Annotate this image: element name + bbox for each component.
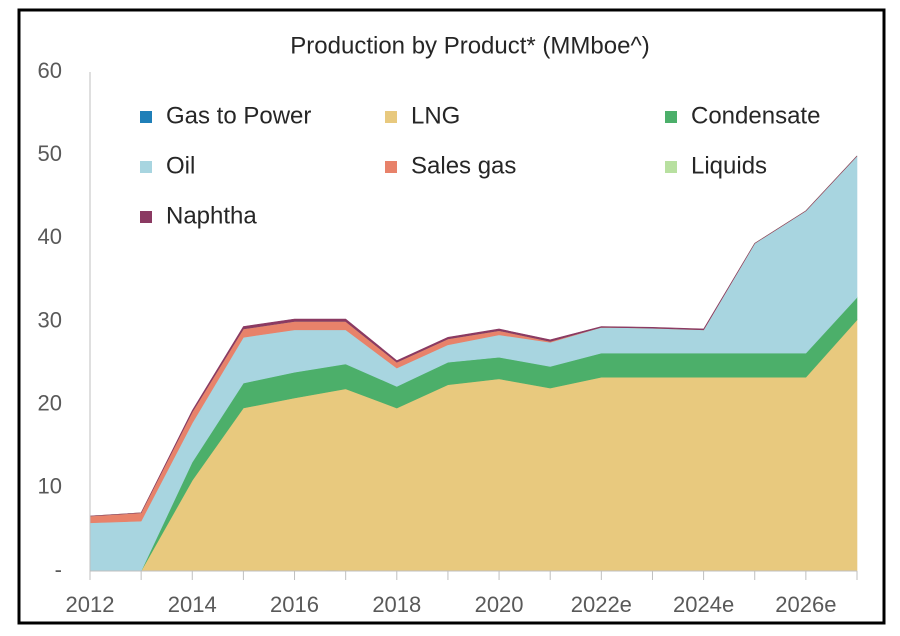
legend-swatch [665, 161, 677, 173]
legend-label: Oil [166, 152, 195, 179]
legend-swatch [385, 161, 397, 173]
legend-label: Naphtha [166, 202, 257, 229]
legend-label: Gas to Power [166, 102, 311, 129]
x-tick-label: 2018 [372, 592, 421, 617]
areas [89, 155, 858, 572]
legend-swatch [140, 161, 152, 173]
legend-label: Condensate [691, 102, 820, 129]
chart-title: Production by Product* (MMboe^) [290, 32, 649, 59]
x-tick-label: 2026e [775, 592, 836, 617]
y-tick-label: 20 [38, 390, 62, 415]
legend-swatch [665, 111, 677, 123]
legend-label: Sales gas [411, 152, 516, 179]
legend-label: LNG [411, 102, 460, 129]
y-tick-label: 30 [38, 307, 62, 332]
legend-swatch [140, 211, 152, 223]
x-tick-label: 2022e [571, 592, 632, 617]
x-tick-label: 2012 [66, 592, 115, 617]
legend-swatch [385, 111, 397, 123]
x-tick-label: 2020 [475, 592, 524, 617]
y-tick-label: 40 [38, 224, 62, 249]
x-tick-label: 2024e [673, 592, 734, 617]
y-tick-label: 60 [38, 58, 62, 83]
y-tick-label: - [55, 557, 62, 582]
y-tick-label: 50 [38, 141, 62, 166]
y-tick-label: 10 [38, 474, 62, 499]
x-tick-label: 2014 [168, 592, 217, 617]
legend-label: Liquids [691, 152, 767, 179]
x-tick-label: 2016 [270, 592, 319, 617]
legend-swatch [140, 111, 152, 123]
